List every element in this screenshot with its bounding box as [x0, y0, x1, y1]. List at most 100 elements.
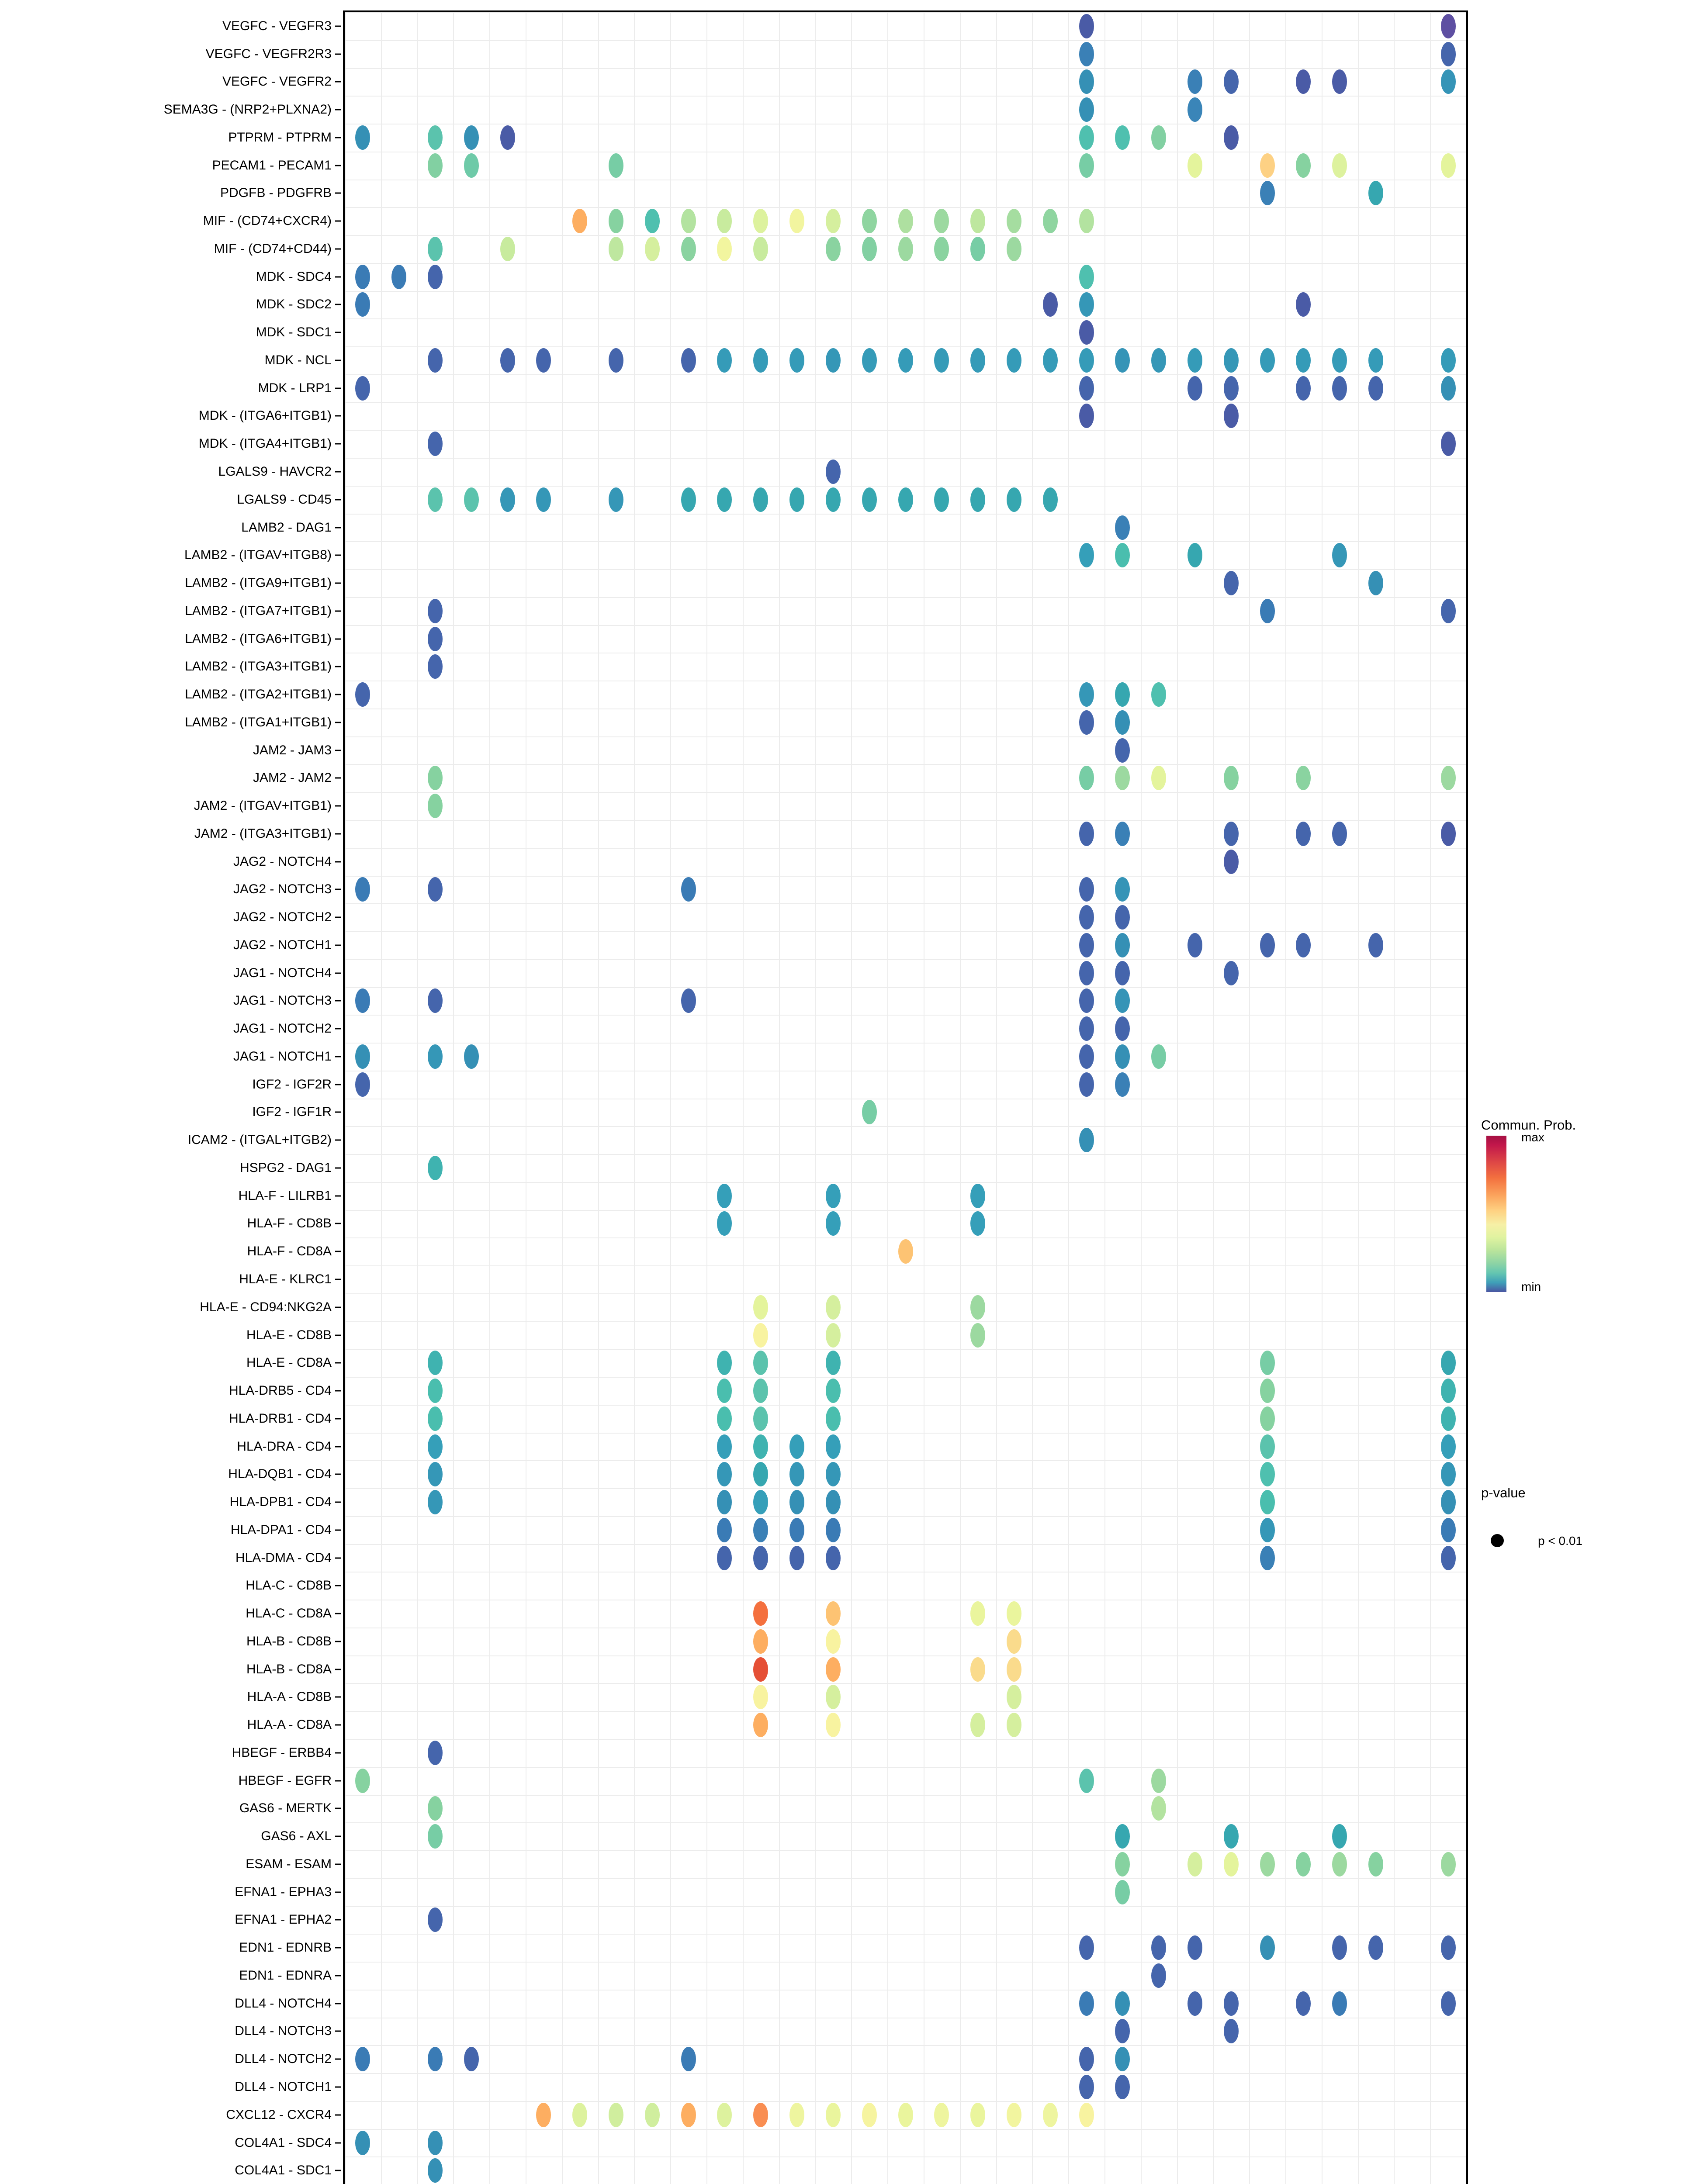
bubble-point: [1440, 348, 1456, 373]
grid-line-horizontal: [345, 1655, 1466, 1656]
y-axis-tick-mark: [335, 192, 341, 194]
bubble-point: [428, 2130, 443, 2155]
y-axis-tick-label: HLA-A - CD8B: [247, 1690, 332, 1704]
bubble-points-layer: [345, 12, 1466, 2184]
y-axis-tick-label: HLA-B - CD8A: [246, 1662, 332, 1676]
bubble-point: [717, 2102, 732, 2127]
y-axis-tick-label: JAM2 - JAM2: [253, 771, 332, 785]
bubble-point: [428, 264, 443, 289]
grid-line-horizontal: [345, 764, 1466, 765]
bubble-point: [753, 1379, 769, 1403]
bubble-point: [1079, 264, 1094, 289]
grid-line-horizontal: [345, 1404, 1466, 1406]
bubble-point: [1296, 1991, 1311, 2016]
grid-line-horizontal: [345, 1794, 1466, 1796]
bubble-point: [1151, 1044, 1167, 1069]
bubble-point: [1440, 1351, 1456, 1375]
y-axis-tick-mark: [335, 1306, 341, 1308]
bubble-point: [1296, 766, 1311, 791]
y-axis-tick-label: CXCL12 - CXCR4: [226, 2107, 332, 2122]
grid-line-vertical: [1213, 12, 1214, 2184]
y-axis-tick-mark: [335, 471, 341, 473]
bubble-point: [464, 153, 479, 178]
bubble-point: [789, 2102, 805, 2127]
y-axis-tick-mark: [335, 1752, 341, 1754]
bubble-point: [1332, 1852, 1347, 1876]
grid-line-horizontal: [345, 290, 1466, 292]
bubble-point: [1115, 738, 1130, 763]
y-axis-tick-mark: [335, 109, 341, 111]
y-axis-tick-label: LAMB2 - DAG1: [241, 520, 332, 535]
y-axis-tick-mark: [335, 610, 341, 612]
bubble-point: [1440, 153, 1456, 178]
bubble-point: [1296, 1852, 1311, 1876]
y-axis-tick-label: EDN1 - EDNRA: [239, 1968, 332, 1983]
bubble-point: [1440, 598, 1456, 623]
y-axis-tick-mark: [335, 359, 341, 361]
bubble-point: [898, 209, 913, 234]
bubble-point: [1079, 1072, 1094, 1097]
grid-line-horizontal: [345, 1850, 1466, 1852]
bubble-point: [1079, 1935, 1094, 1960]
bubble-point: [428, 988, 443, 1013]
bubble-point: [1332, 348, 1347, 373]
bubble-point: [428, 125, 443, 150]
y-axis-tick-mark: [335, 1362, 341, 1364]
bubble-point: [1115, 1044, 1130, 1069]
bubble-point: [1440, 41, 1456, 66]
grid-line-vertical: [1140, 12, 1142, 2184]
bubble-point: [1079, 404, 1094, 429]
y-axis-tick-label: MIF - (CD74+CD44): [214, 241, 332, 256]
bubble-point: [1368, 348, 1383, 373]
bubble-point: [717, 1211, 732, 1236]
grid-line-horizontal: [345, 2156, 1466, 2158]
bubble-point: [789, 1545, 805, 1570]
y-axis-tick-mark: [335, 1473, 341, 1475]
bubble-point: [1260, 1406, 1275, 1431]
bubble-point: [1440, 1852, 1456, 1876]
bubble-point: [1223, 1852, 1239, 1876]
bubble-point: [428, 1824, 443, 1849]
y-axis-tick-mark: [335, 1084, 341, 1085]
y-axis-tick-mark: [335, 1279, 341, 1280]
bubble-point: [1260, 1517, 1275, 1542]
grid-line-horizontal: [345, 1015, 1466, 1016]
size-legend-title: p-value: [1481, 1485, 1526, 1500]
grid-line-horizontal: [345, 1544, 1466, 1545]
y-axis-tick-label: JAM2 - JAM3: [253, 743, 332, 757]
y-axis-tick-label: JAG2 - NOTCH1: [233, 937, 332, 952]
grid-line-horizontal: [345, 1237, 1466, 1239]
bubble-point: [1115, 877, 1130, 902]
bubble-point: [1042, 348, 1058, 373]
y-axis-tick-mark: [335, 582, 341, 584]
bubble-point: [428, 1155, 443, 1180]
bubble-point: [1368, 1935, 1383, 1960]
grid-line-vertical: [1032, 12, 1033, 2184]
bubble-point: [825, 1685, 841, 1710]
y-axis-tick-label: HLA-E - CD94:NKG2A: [200, 1299, 332, 1314]
bubble-point: [355, 2130, 370, 2155]
bubble-point: [572, 209, 588, 234]
y-axis-tick-label: EDN1 - EDNRB: [239, 1940, 332, 1955]
bubble-point: [1115, 1072, 1130, 1097]
grid-line-horizontal: [345, 318, 1466, 320]
bubble-point: [428, 1379, 443, 1403]
y-axis-tick-label: ICAM2 - (ITGAL+ITGB2): [187, 1133, 332, 1147]
grid-line-horizontal: [345, 1906, 1466, 1907]
bubble-point: [753, 209, 769, 234]
y-axis-tick-mark: [335, 387, 341, 389]
y-axis-tick-mark: [335, 165, 341, 166]
bubble-point: [717, 1434, 732, 1459]
bubble-point: [753, 1434, 769, 1459]
grid-line-horizontal: [345, 708, 1466, 709]
bubble-point: [1079, 933, 1094, 957]
grid-line-horizontal: [345, 1822, 1466, 1824]
size-legend-dot: [1491, 1534, 1504, 1547]
bubble-point: [1115, 710, 1130, 735]
bubble-point: [1260, 933, 1275, 957]
bubble-point: [753, 1406, 769, 1431]
y-axis-tick-label: HSPG2 - DAG1: [239, 1160, 332, 1175]
y-axis-tick-mark: [335, 1000, 341, 1002]
bubble-point: [753, 1545, 769, 1570]
bubble-point: [681, 209, 696, 234]
